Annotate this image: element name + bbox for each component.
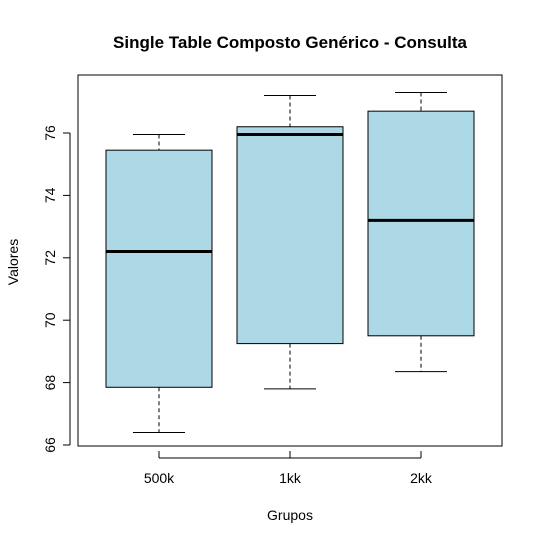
- chart-title: Single Table Composto Genérico - Consult…: [113, 33, 467, 52]
- x-tick-label: 1kk: [279, 470, 302, 486]
- y-axis-label: Valores: [5, 239, 21, 285]
- box-iqr: [236, 126, 344, 345]
- y-tick-label: 74: [42, 187, 58, 203]
- x-tick-label: 500k: [144, 470, 175, 486]
- x-axis: 500k 1kk 2kk: [144, 451, 433, 486]
- y-tick-label: 68: [42, 375, 58, 391]
- y-tick-label: 76: [42, 125, 58, 141]
- y-tick-label: 66: [42, 437, 58, 453]
- x-axis-label: Grupos: [267, 507, 313, 523]
- y-tick-label: 72: [42, 250, 58, 266]
- box-iqr: [367, 110, 475, 337]
- plot-frame: [77, 74, 503, 447]
- y-axis: 66 68 70 72 74 76: [42, 125, 71, 453]
- box-iqr: [105, 149, 213, 388]
- box-group-1kk: [236, 95, 344, 390]
- x-tick-label: 2kk: [410, 470, 433, 486]
- box-group-2kk: [367, 91, 475, 373]
- box-group-500k: [105, 134, 213, 434]
- boxes-layer: [105, 91, 475, 434]
- y-tick-label: 70: [42, 312, 58, 328]
